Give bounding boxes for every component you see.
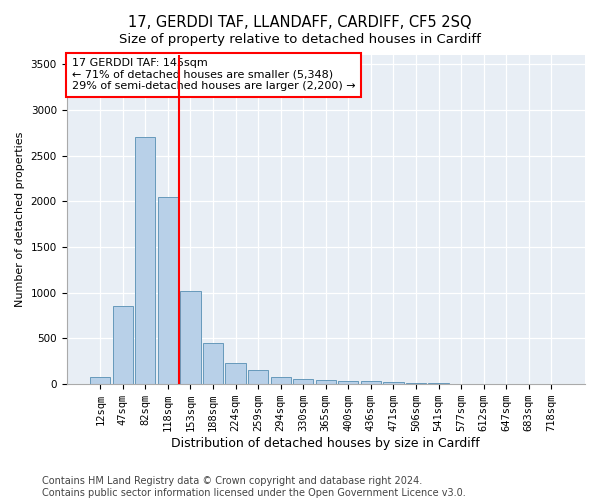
Bar <box>181 291 200 384</box>
Bar <box>406 383 426 384</box>
Bar <box>271 377 291 384</box>
Bar <box>248 370 268 384</box>
Bar <box>316 380 336 384</box>
Bar <box>90 377 110 384</box>
Bar <box>293 378 313 384</box>
Bar <box>338 380 358 384</box>
Bar <box>158 196 178 384</box>
Bar <box>226 363 246 384</box>
Bar <box>361 382 381 384</box>
X-axis label: Distribution of detached houses by size in Cardiff: Distribution of detached houses by size … <box>172 437 480 450</box>
Y-axis label: Number of detached properties: Number of detached properties <box>15 132 25 308</box>
Text: 17 GERDDI TAF: 145sqm
← 71% of detached houses are smaller (5,348)
29% of semi-d: 17 GERDDI TAF: 145sqm ← 71% of detached … <box>72 58 355 92</box>
Bar <box>383 382 404 384</box>
Text: Contains HM Land Registry data © Crown copyright and database right 2024.
Contai: Contains HM Land Registry data © Crown c… <box>42 476 466 498</box>
Text: Size of property relative to detached houses in Cardiff: Size of property relative to detached ho… <box>119 32 481 46</box>
Bar <box>135 138 155 384</box>
Text: 17, GERDDI TAF, LLANDAFF, CARDIFF, CF5 2SQ: 17, GERDDI TAF, LLANDAFF, CARDIFF, CF5 2… <box>128 15 472 30</box>
Bar <box>203 343 223 384</box>
Bar <box>113 306 133 384</box>
